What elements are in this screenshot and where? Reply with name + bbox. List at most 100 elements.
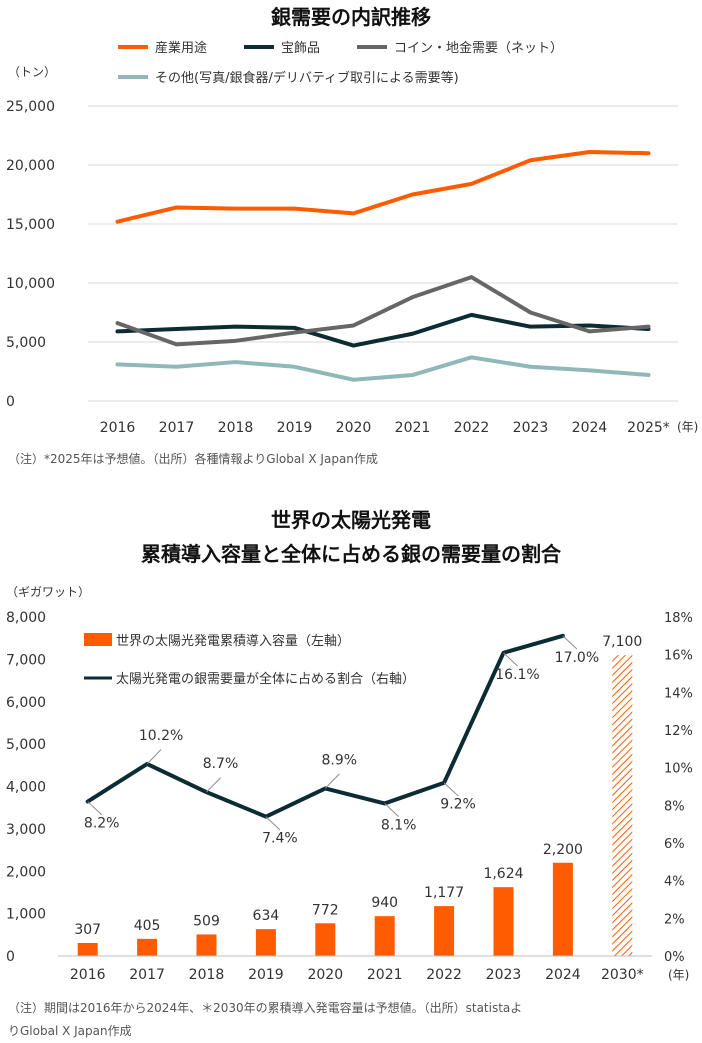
series-line-coins xyxy=(115,275,651,347)
bar-data-label: 7,100 xyxy=(602,634,642,650)
right-y-tick-label: 10% xyxy=(664,762,693,777)
bar-data-label: 405 xyxy=(134,918,161,934)
data-label-leader xyxy=(443,782,459,797)
x-tick-label: 2023 xyxy=(513,420,549,436)
x-tick-label: 2023 xyxy=(486,967,522,983)
chart-2-note-line-1: （注）期間は2016年から2024年、＊2030年の累積導入発電容量は予想値。（… xyxy=(8,1000,522,1015)
share-data-label: 8.7% xyxy=(203,756,239,772)
legend-swatch-capacity xyxy=(84,633,112,646)
share-data-label: 9.2% xyxy=(440,797,476,813)
chart-2-x-axis: 2016 2017 2018 2019 2020 2021 2022 2023 2024 2030… xyxy=(70,967,644,983)
y-tick-label: 0 xyxy=(6,394,15,410)
y-tick-label: 20,000 xyxy=(6,158,55,174)
chart-2-legend: 世界の太陽光発電累積導入容量（左軸） 太陽光発電の銀需要量が全体に占める割合（右… xyxy=(84,633,415,687)
right-y-tick-label: 8% xyxy=(664,799,685,814)
data-label-leader xyxy=(503,652,518,667)
y-tick-label: 5,000 xyxy=(6,335,46,351)
share-series-line xyxy=(85,633,565,819)
x-tick-label: 2022 xyxy=(454,420,490,436)
bar-data-label: 307 xyxy=(74,922,101,938)
share-data-label: 16.1% xyxy=(495,667,539,683)
left-y-tick-label: 7,000 xyxy=(6,652,46,668)
bar xyxy=(434,906,455,956)
chart-1-y-unit: （トン） xyxy=(8,65,56,79)
chart-2-note-line-2: りGlobal X Japan作成 xyxy=(8,1024,132,1038)
chart-1-y-axis: 25,000 20,000 15,000 10,000 5,000 0 xyxy=(6,99,55,410)
bar-data-label: 509 xyxy=(193,913,220,929)
data-label-leader xyxy=(146,749,162,765)
series-line-industrial xyxy=(115,150,651,224)
x-tick-label: 2020 xyxy=(307,967,343,983)
x-tick-label: 2019 xyxy=(248,967,284,983)
x-tick-label: 2017 xyxy=(129,967,165,983)
x-tick-label: 2030* xyxy=(601,967,644,983)
data-label-leader xyxy=(87,801,103,816)
x-tick-label: 2017 xyxy=(159,420,195,436)
bar-data-label: 2,200 xyxy=(543,842,583,858)
bar xyxy=(374,916,395,956)
right-y-tick-label: 2% xyxy=(664,912,685,927)
x-tick-label: 2020 xyxy=(336,420,372,436)
bar-data-label: 772 xyxy=(312,902,339,918)
bar-forecast xyxy=(612,655,633,956)
y-tick-label: 25,000 xyxy=(6,99,55,115)
chart-2-right-y-axis: 18% 16% 14% 12% 10% 8% 6% 4% 2% 0% xyxy=(664,611,693,965)
legend-label-other: その他(写真/銀食器/デリバティブ取引による需要等) xyxy=(155,70,459,86)
chart-2-left-y-axis: 8,000 7,000 6,000 5,000 4,000 3,000 2,000 1,000… xyxy=(6,610,46,965)
data-label-leader xyxy=(265,816,281,831)
right-y-tick-label: 6% xyxy=(664,837,685,852)
chart-1-x-axis: 2016 2017 2018 2019 2020 2021 2022 2023 2024 2025… xyxy=(100,420,670,436)
data-label-leader xyxy=(206,777,221,793)
x-tick-label: 2021 xyxy=(367,967,403,983)
share-data-label: 17.0% xyxy=(555,650,599,666)
x-tick-label: 2024 xyxy=(572,420,608,436)
share-data-label: 8.9% xyxy=(322,752,358,768)
left-y-tick-label: 8,000 xyxy=(6,610,46,626)
legend-label-industrial: 産業用途 xyxy=(155,40,207,56)
right-y-tick-label: 4% xyxy=(664,875,685,890)
bar xyxy=(137,938,158,956)
share-data-label: 8.2% xyxy=(84,816,120,832)
x-tick-label: 2018 xyxy=(218,420,254,436)
data-label-leader xyxy=(562,635,578,650)
y-tick-label: 15,000 xyxy=(6,217,55,233)
left-y-tick-label: 0 xyxy=(6,949,15,965)
x-tick-label: 2016 xyxy=(70,967,106,983)
legend-label-capacity: 世界の太陽光発電累積導入容量（左軸） xyxy=(116,633,350,649)
bar-data-label: 940 xyxy=(371,895,398,911)
share-data-label: 10.2% xyxy=(139,728,183,744)
chart-2-title-line-2: 累積導入容量と全体に占める銀の需要量の割合 xyxy=(141,542,562,566)
chart-1-note: （注）*2025年は予想値。（出所）各種情報よりGlobal X Japan作成 xyxy=(8,451,378,466)
chart-2-title-line-1: 世界の太陽光発電 xyxy=(271,508,431,532)
right-y-tick-label: 14% xyxy=(664,686,693,701)
bar xyxy=(493,887,514,956)
x-tick-label: 2018 xyxy=(189,967,225,983)
data-label-leader xyxy=(324,773,340,789)
x-tick-label: 2024 xyxy=(545,967,581,983)
x-tick-label: 2022 xyxy=(426,967,462,983)
series-line-jewelry xyxy=(115,312,651,348)
share-data-label: 7.4% xyxy=(262,831,298,847)
chart-2: 世界の太陽光発電 累積導入容量と全体に占める銀の需要量の割合 （ギガワット） 8… xyxy=(6,508,693,1038)
legend-label-coins: コイン・地金需要（ネット） xyxy=(394,40,563,56)
bar xyxy=(315,923,336,956)
chart-1-title: 銀需要の内訳推移 xyxy=(271,5,431,29)
series-line-other xyxy=(115,355,651,382)
right-y-tick-label: 12% xyxy=(664,724,693,739)
legend-label-jewelry: 宝飾品 xyxy=(281,41,320,56)
chart-1-series xyxy=(115,150,651,382)
left-y-tick-label: 4,000 xyxy=(6,780,46,796)
chart-2-bars: 307 405 509 634 772 940 1,177 1,624 2,200 7,100 xyxy=(58,634,652,957)
chart-2-left-unit: （ギガワット） xyxy=(6,585,90,599)
left-y-tick-label: 1,000 xyxy=(6,907,46,923)
chart-2-x-unit: (年) xyxy=(668,968,689,982)
bar xyxy=(552,862,573,956)
legend-label-share: 太陽光発電の銀需要量が全体に占める割合（右軸） xyxy=(116,671,415,687)
right-y-tick-label: 0% xyxy=(664,950,685,965)
left-y-tick-label: 6,000 xyxy=(6,695,46,711)
bar-data-label: 1,624 xyxy=(483,866,523,882)
left-y-tick-label: 2,000 xyxy=(6,864,46,880)
bar xyxy=(196,934,217,956)
x-tick-label: 2025* xyxy=(627,420,670,436)
